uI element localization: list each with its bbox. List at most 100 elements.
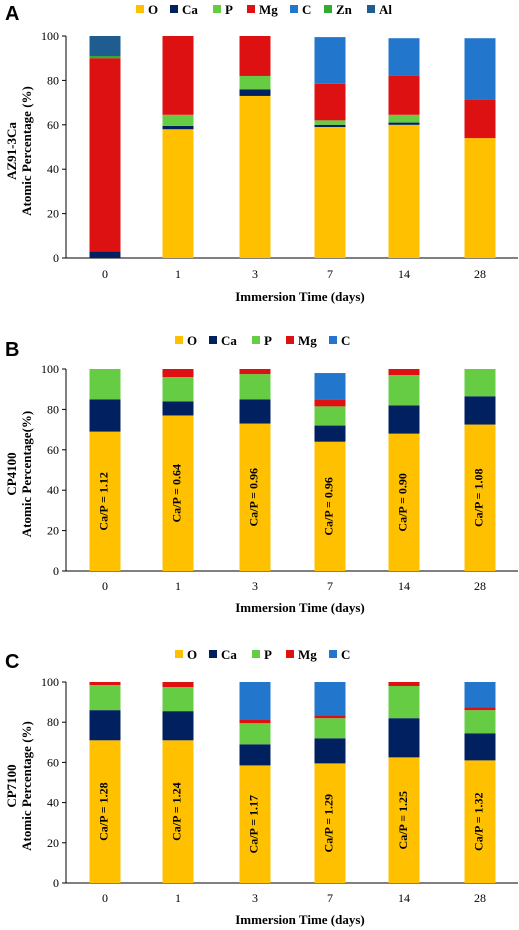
legend-label-zn: Zn (336, 2, 353, 17)
bar-segment-mg-day-1 (162, 369, 194, 378)
bar-segment-p-day-7 (314, 718, 346, 739)
legend-label-c: C (341, 647, 350, 662)
bar-segment-p-day-28 (464, 710, 496, 734)
legend-swatch-o (136, 5, 144, 13)
y-axis-title-sample: CP7100 (4, 764, 19, 807)
legend-swatch-o (175, 336, 183, 344)
legend-label-p: P (264, 647, 272, 662)
x-tick-label: 14 (398, 267, 410, 281)
bar-segment-mg-day-14 (388, 682, 420, 687)
bar-segment-ca-day-28 (464, 733, 496, 761)
ca-p-ratio-label: Ca/P = 1.32 (472, 792, 486, 851)
bar-segment-mg-day-7 (314, 715, 346, 719)
bar-segment-mg-day-14 (388, 369, 420, 376)
bar-segment-zn-day-0 (89, 55, 121, 59)
ca-p-ratio-label: Ca/P = 1.25 (396, 791, 410, 850)
legend-label-al: Al (379, 2, 392, 17)
bar-segment-o-day-28 (464, 424, 496, 571)
bar-segment-p-day-3 (239, 75, 271, 90)
y-axis-title-sample: AZ91-3Ca (4, 122, 19, 180)
ca-p-ratio-label: Ca/P = 0.90 (396, 473, 410, 532)
y-tick-label: 20 (47, 524, 59, 538)
bar-segment-mg-day-1 (162, 682, 194, 688)
legend-swatch-c (329, 650, 337, 658)
x-tick-label: 1 (175, 891, 181, 905)
y-tick-label: 100 (41, 675, 59, 689)
bar-segment-c-day-28 (464, 682, 496, 708)
bar-segment-o-day-7 (314, 763, 346, 883)
legend-label-mg: Mg (259, 2, 278, 17)
panel-letter: C (5, 651, 19, 673)
legend-swatch-zn (324, 5, 332, 13)
bar-segment-p-day-7 (314, 120, 346, 125)
bar-segment-c-day-7 (314, 373, 346, 400)
x-tick-label: 28 (474, 891, 486, 905)
legend-label-c: C (302, 2, 311, 17)
ca-p-ratio-label: Ca/P = 0.96 (322, 477, 336, 536)
bar-segment-o-day-3 (239, 423, 271, 571)
bar-segment-p-day-14 (388, 375, 420, 406)
legend-label-ca: Ca (221, 333, 237, 348)
y-tick-label: 80 (47, 73, 59, 87)
legend-label-o: O (187, 647, 197, 662)
y-tick-label: 0 (53, 876, 59, 890)
bar-segment-o-day-7 (314, 441, 346, 571)
bar-segment-o-day-7 (314, 127, 346, 259)
bar-segment-p-day-1 (162, 377, 194, 402)
y-tick-label: 40 (47, 162, 59, 176)
legend-swatch-p (213, 5, 221, 13)
bar-segment-p-day-1 (162, 687, 194, 712)
legend-label-c: C (341, 333, 350, 348)
chart-panel-c: C O Ca P Mg C 0 20 40 60 80 100 CP7100 Atomic Percent… (4, 647, 518, 927)
x-tick-label: 1 (175, 267, 181, 281)
y-tick-label: 100 (41, 362, 59, 376)
y-tick-label: 40 (47, 483, 59, 497)
bar-segment-ca-day-0 (89, 710, 121, 741)
legend-swatch-mg (286, 650, 294, 658)
bar-segment-o-day-1 (162, 129, 194, 258)
bar-segment-p-day-14 (388, 114, 420, 123)
bar-segment-o-day-14 (388, 124, 420, 258)
bar-segment-ca-day-3 (239, 744, 271, 766)
x-tick-label: 28 (474, 579, 486, 593)
chart-panel-a: A O Ca P Mg C Zn Al 0 20 40 60 80 100 AZ91-3Ca Atomic P… (4, 2, 518, 304)
bar-segment-o-day-3 (239, 95, 271, 258)
y-tick-label: 60 (47, 755, 59, 769)
legend-swatch-mg (286, 336, 294, 344)
legend-label-mg: Mg (298, 647, 317, 662)
bar-segment-ca-day-3 (239, 399, 271, 424)
x-tick-label: 14 (398, 579, 410, 593)
ca-p-ratio-label: Ca/P = 1.24 (170, 782, 184, 841)
x-tick-label: 14 (398, 891, 410, 905)
bar-segment-mg-day-28 (464, 99, 496, 139)
panel-letter: B (5, 339, 19, 361)
bar-segment-o-day-1 (162, 740, 194, 883)
legend-label-ca: Ca (221, 647, 237, 662)
bar-segment-mg-day-0 (89, 682, 121, 686)
x-tick-label: 7 (327, 891, 333, 905)
x-tick-label: 0 (102, 891, 108, 905)
x-axis-title: Immersion Time (days) (235, 600, 365, 615)
bar-segment-o-day-28 (464, 760, 496, 883)
y-axis-title: Atomic Percentage(%) (19, 411, 34, 537)
bar-segment-o-day-28 (464, 138, 496, 258)
bar-segment-c-day-3 (239, 682, 271, 720)
bar-segment-ca-day-14 (388, 718, 420, 758)
bar-segment-p-day-28 (464, 369, 496, 397)
legend-swatch-p (252, 336, 260, 344)
ca-p-ratio-label: Ca/P = 1.17 (247, 795, 261, 854)
bar-segment-o-day-14 (388, 757, 420, 883)
chart-panel-b: B O Ca P Mg C 0 20 40 60 80 100 CP4100 Atomic Percent… (4, 333, 518, 615)
bar-segment-p-day-14 (388, 686, 420, 719)
bar-segment-mg-day-7 (314, 83, 346, 121)
x-tick-label: 7 (327, 579, 333, 593)
legend-swatch-p (252, 650, 260, 658)
y-tick-label: 80 (47, 715, 59, 729)
bar-segment-ca-day-1 (162, 401, 194, 416)
bar-segment-p-day-7 (314, 406, 346, 426)
legend-swatch-ca (209, 650, 217, 658)
bar-segment-ca-day-0 (89, 399, 121, 432)
bar-segment-ca-day-0 (89, 251, 121, 258)
x-tick-label: 28 (474, 267, 486, 281)
